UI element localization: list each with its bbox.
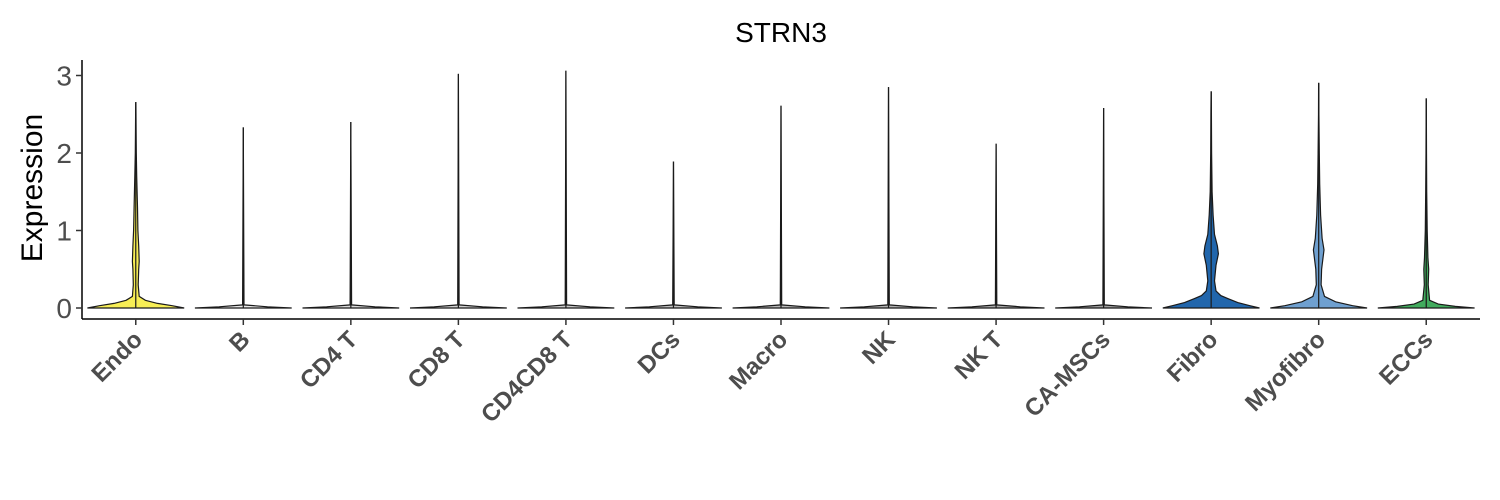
y-tick-label: 2 — [56, 138, 72, 169]
x-axis: Endo B CD4 T CD8 T CD4CD8 T DCs Macro NK NK T CA-… — [82, 318, 1480, 428]
x-tick-label: ECCs — [1374, 326, 1438, 390]
x-tick-label: CA-MSCs — [1019, 326, 1115, 422]
x-tick-label: NK — [857, 326, 901, 370]
x-tick-label: Fibro — [1162, 326, 1224, 388]
x-tick-label: Myofibro — [1240, 326, 1331, 417]
y-axis: 0 1 2 3 — [56, 60, 83, 324]
x-tick-label: NK T — [950, 326, 1009, 385]
x-tick-label: CD8 T — [403, 326, 471, 394]
x-tick-label: CD4CD8 T — [476, 326, 578, 428]
y-axis-label: Expression — [16, 114, 49, 262]
x-tick-label: Macro — [724, 326, 793, 395]
y-tick-label: 1 — [56, 216, 72, 247]
x-tick-label: Endo — [86, 326, 148, 388]
y-tick-label: 3 — [56, 61, 72, 92]
violin-series — [87, 70, 1475, 309]
chart-title: STRN3 — [735, 17, 827, 48]
x-tick-label: CD4 T — [295, 326, 363, 394]
y-tick-label: 0 — [56, 293, 72, 324]
x-tick-label: DCs — [633, 326, 686, 379]
x-tick-label: B — [224, 326, 255, 357]
